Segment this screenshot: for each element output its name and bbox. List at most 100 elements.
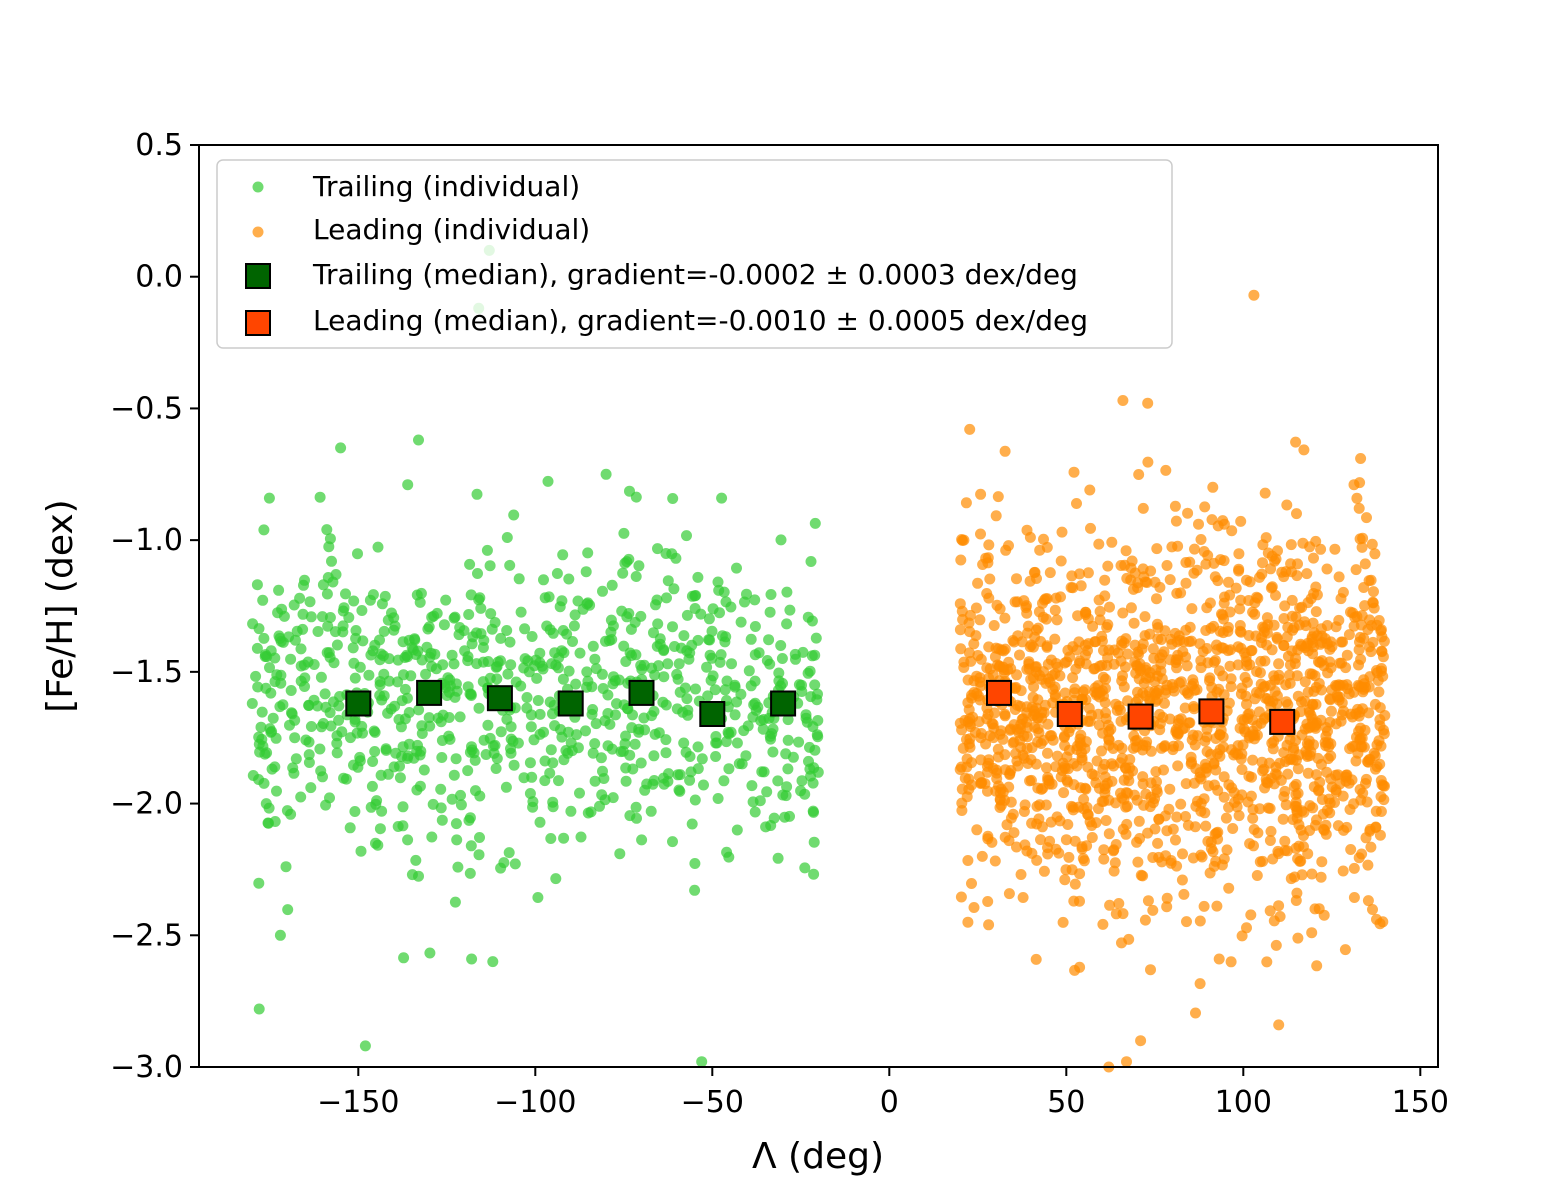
leading-point	[1212, 784, 1224, 796]
trailing-point	[349, 713, 361, 725]
legend-label-leading-individual: Leading (individual)	[313, 213, 590, 246]
leading-point	[1291, 670, 1303, 682]
leading-point	[1233, 810, 1245, 822]
trailing-point	[681, 609, 693, 621]
trailing-point	[808, 836, 820, 848]
leading-point	[1037, 597, 1048, 609]
trailing-point	[761, 786, 773, 798]
trailing-point	[319, 688, 331, 700]
leading-point	[1365, 574, 1377, 586]
leading-point	[1040, 799, 1052, 811]
leading-point	[1333, 571, 1345, 583]
trailing-point	[692, 741, 704, 753]
leading-point	[1172, 760, 1184, 772]
trailing-point	[355, 845, 367, 857]
leading-point	[1255, 678, 1267, 690]
leading-point	[1307, 802, 1319, 814]
leading-point	[1268, 915, 1280, 927]
trailing-point	[336, 726, 348, 738]
leading-point	[1357, 703, 1368, 715]
leading-point	[1021, 742, 1033, 754]
leading-point	[1151, 543, 1163, 555]
leading-point	[1159, 810, 1171, 822]
trailing-point	[569, 609, 581, 621]
trailing-point	[731, 562, 742, 574]
leading-point	[1032, 622, 1044, 634]
trailing-point	[253, 1003, 265, 1015]
leading-point	[1008, 736, 1020, 748]
trailing-point	[289, 732, 301, 744]
leading-point	[1114, 704, 1126, 716]
trailing-point	[624, 749, 636, 761]
trailing-point	[463, 814, 475, 826]
trailing-point	[772, 852, 784, 864]
trailing-point	[290, 753, 302, 765]
leading-point	[1335, 593, 1347, 605]
leading-point	[1296, 805, 1308, 817]
leading-point	[1213, 665, 1225, 677]
leading-point	[1213, 953, 1225, 965]
trailing-point	[545, 744, 557, 756]
leading-point	[1367, 904, 1378, 915]
leading-point	[1236, 764, 1248, 775]
leading-point	[1055, 591, 1066, 603]
leading-point	[1357, 532, 1369, 544]
leading-point	[1295, 706, 1307, 718]
leading-point	[1345, 844, 1357, 855]
trailing-point	[714, 656, 726, 668]
trailing-point	[449, 611, 461, 623]
trailing-point	[557, 549, 569, 561]
trailing-point	[557, 673, 569, 685]
trailing-point	[324, 612, 336, 623]
trailing-point	[325, 720, 337, 732]
trailing-point	[291, 625, 303, 637]
leading-point	[1149, 576, 1161, 588]
trailing-point	[437, 659, 449, 671]
trailing-point	[668, 583, 680, 595]
x-tick-label: −50	[681, 1085, 744, 1120]
trailing-point	[424, 947, 436, 959]
trailing-point	[626, 650, 637, 661]
trailing-point	[305, 611, 317, 623]
leading-point	[1066, 570, 1078, 582]
leading-point	[1345, 708, 1357, 720]
leading-point	[1211, 900, 1223, 912]
trailing-point	[743, 665, 755, 677]
trailing-point	[333, 714, 345, 726]
leading-point	[958, 662, 970, 673]
leading-point	[1133, 469, 1145, 480]
trailing-point	[645, 805, 657, 817]
leading-point	[1220, 812, 1232, 824]
trailing-point	[398, 952, 410, 964]
trailing-point	[802, 611, 814, 623]
trailing-point	[780, 790, 792, 802]
leading-point	[1179, 702, 1191, 714]
leading-point	[1208, 757, 1220, 769]
trailing-point	[658, 671, 670, 683]
leading-point	[1005, 796, 1017, 808]
leading-point	[1223, 576, 1234, 588]
leading-point	[1067, 672, 1079, 684]
x-axis-label: Λ (deg)	[752, 1136, 884, 1177]
leading-point	[1100, 707, 1112, 719]
leading-point	[1241, 676, 1253, 688]
leading-point	[1169, 500, 1181, 512]
trailing-point	[477, 676, 489, 688]
trailing-point	[526, 631, 538, 642]
leading-point	[1337, 790, 1349, 802]
leading-point	[982, 557, 994, 569]
leading-point	[1189, 821, 1201, 833]
leading-point	[1281, 499, 1293, 511]
leading-point	[1139, 914, 1151, 926]
trailing-point	[690, 683, 701, 695]
leading-point	[1181, 916, 1192, 928]
trailing-point	[600, 468, 612, 480]
trailing-point	[474, 592, 486, 604]
trailing-point	[376, 598, 388, 610]
leading-point	[1268, 619, 1280, 631]
trailing-point	[754, 795, 766, 807]
leading-point	[1202, 550, 1214, 561]
trailing-point	[784, 810, 795, 822]
trailing-point	[468, 747, 480, 759]
